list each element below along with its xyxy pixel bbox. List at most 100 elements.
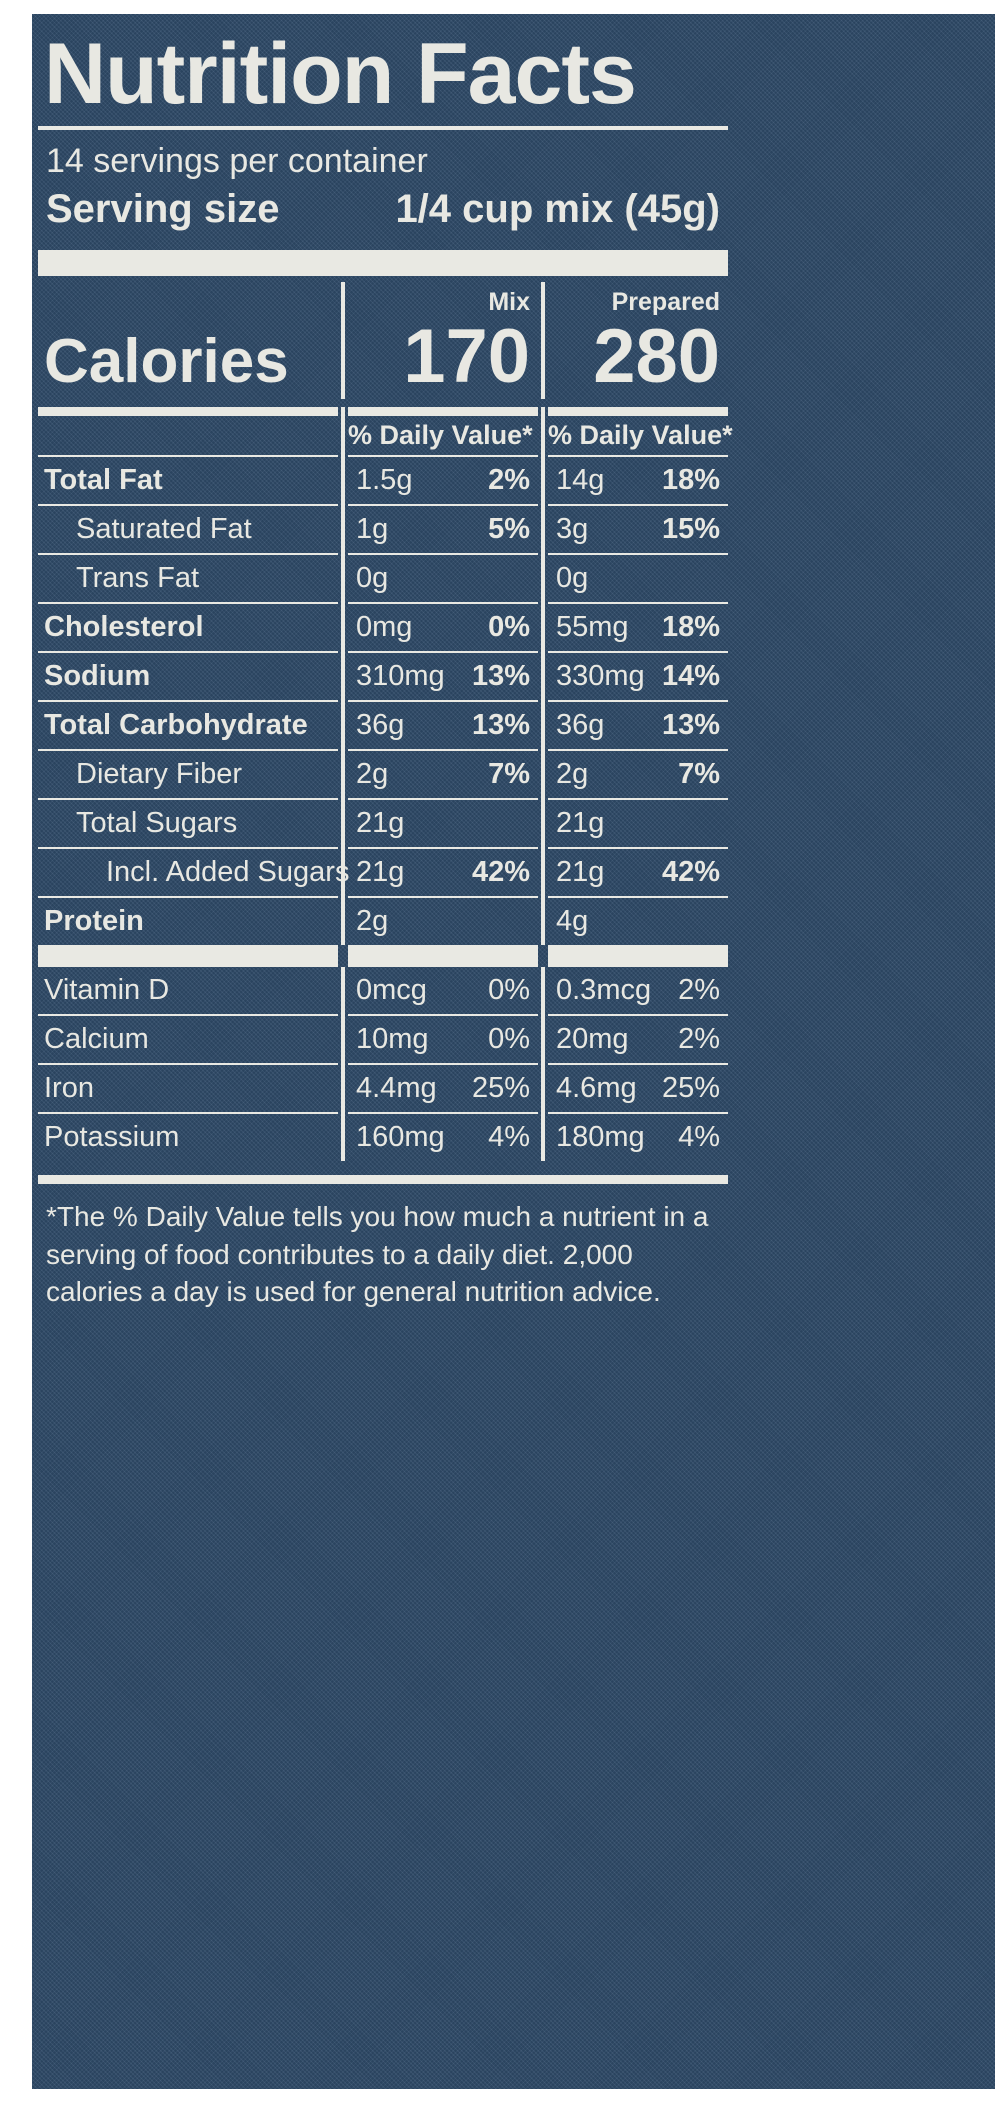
column-divider-1 bbox=[341, 702, 345, 750]
column-divider-1 bbox=[341, 751, 345, 799]
table-row: Sodium 310mg 13% 330mg 14% bbox=[38, 653, 728, 701]
row-separator bbox=[38, 1063, 728, 1066]
nutrient-prepared-dv: 42% bbox=[661, 856, 720, 889]
nutrient-mix-dv: 25% bbox=[471, 1072, 530, 1105]
servings-per-container: 14 servings per container bbox=[46, 142, 428, 181]
row-separator bbox=[38, 602, 728, 605]
column-divider-1 bbox=[341, 898, 345, 946]
row-separator-right bbox=[548, 602, 728, 605]
row-separator-left bbox=[38, 847, 338, 850]
nutrient-prepared-amount: 0g bbox=[556, 562, 589, 595]
nutrient-prepared-cell: 0.3mcg 2% bbox=[548, 967, 728, 1014]
column-divider-2 bbox=[541, 1016, 545, 1064]
row-separator-mid bbox=[348, 1063, 538, 1066]
nutrient-prepared-amount: 2g bbox=[556, 758, 589, 791]
column-divider-1 bbox=[341, 653, 345, 701]
nutrient-mix-amount: 21g bbox=[356, 807, 405, 840]
row-separator-mid bbox=[348, 553, 538, 556]
calories-section: Mix Prepared Calories 170 280 bbox=[38, 282, 728, 400]
column-header-prepared: Prepared bbox=[611, 288, 720, 317]
column-divider-2 bbox=[541, 455, 545, 458]
footnote-divider bbox=[38, 1175, 728, 1185]
nutrient-prepared-amount: 0.3mcg bbox=[556, 974, 652, 1007]
column-divider-2 bbox=[541, 847, 545, 850]
nutrient-name: Dietary Fiber bbox=[76, 758, 242, 791]
row-separator-right bbox=[548, 798, 728, 801]
row-separator-mid bbox=[348, 847, 538, 850]
column-divider-1 bbox=[341, 700, 345, 703]
column-divider-1 bbox=[341, 1016, 345, 1064]
row-separator-mid bbox=[348, 749, 538, 752]
column-divider-2d bbox=[541, 416, 545, 456]
nutrient-mix-amount: 4.4mg bbox=[356, 1072, 437, 1105]
column-divider-1 bbox=[341, 457, 345, 505]
row-separator bbox=[38, 847, 728, 850]
nutrient-mix-cell: 1g 5% bbox=[348, 506, 538, 553]
column-divider-1 bbox=[341, 504, 345, 507]
row-separator bbox=[38, 651, 728, 654]
column-divider-2 bbox=[541, 749, 545, 752]
section-bar-left bbox=[38, 945, 338, 968]
nutrient-prepared-amount: 36g bbox=[556, 709, 605, 742]
nutrient-prepared-amount: 20mg bbox=[556, 1023, 629, 1056]
column-divider-1 bbox=[341, 651, 345, 654]
column-divider-2 bbox=[541, 751, 545, 799]
row-separator-left bbox=[38, 700, 338, 703]
nutrient-prepared-cell: 21g 42% bbox=[548, 849, 728, 896]
column-divider-2 bbox=[541, 604, 545, 652]
nutrient-prepared-cell: 3g 15% bbox=[548, 506, 728, 553]
column-divider-2 bbox=[541, 653, 545, 701]
row-separator-right bbox=[548, 1112, 728, 1115]
serving-size-row: Serving size 1/4 cup mix (45g) bbox=[46, 187, 720, 232]
row-separator bbox=[38, 700, 728, 703]
column-divider-2 bbox=[541, 651, 545, 654]
row-separator-right bbox=[548, 1014, 728, 1017]
nutrient-prepared-amount: 330mg bbox=[556, 660, 645, 693]
nutrient-mix-cell: 10mg 0% bbox=[348, 1016, 538, 1063]
nutrient-prepared-dv: 25% bbox=[661, 1072, 720, 1105]
column-divider-2 bbox=[541, 702, 545, 750]
nutrient-mix-dv: 4% bbox=[488, 1121, 530, 1154]
row-separator-right bbox=[548, 1063, 728, 1066]
title-divider bbox=[38, 126, 728, 131]
nutrient-mix-amount: 310mg bbox=[356, 660, 445, 693]
row-separator-mid bbox=[348, 700, 538, 703]
nutrient-prepared-amount: 55mg bbox=[556, 611, 629, 644]
nutrient-mix-cell: 21g bbox=[348, 800, 538, 847]
row-separator-mid bbox=[348, 651, 538, 654]
column-divider-2 bbox=[541, 849, 545, 897]
nutrient-name: Vitamin D bbox=[44, 974, 170, 1007]
nutrient-prepared-amount: 180mg bbox=[556, 1121, 645, 1154]
table-row: Dietary Fiber 2g 7% 2g 7% bbox=[38, 751, 728, 799]
nutrient-name: Saturated Fat bbox=[76, 513, 252, 546]
nutrient-name: Iron bbox=[44, 1072, 94, 1105]
column-divider-1d bbox=[341, 416, 345, 456]
column-divider-1 bbox=[341, 967, 345, 1015]
page-margin-right bbox=[995, 0, 1000, 2103]
row-separator-right bbox=[548, 651, 728, 654]
column-divider-1 bbox=[341, 553, 345, 556]
column-divider-2 bbox=[541, 553, 545, 556]
table-row: Saturated Fat 1g 5% 3g 15% bbox=[38, 506, 728, 554]
column-divider-1 bbox=[341, 847, 345, 850]
column-divider-2 bbox=[541, 457, 545, 505]
column-divider-1 bbox=[341, 1065, 345, 1113]
nutrient-mix-dv: 13% bbox=[471, 709, 530, 742]
nutrient-mix-cell: 310mg 13% bbox=[348, 653, 538, 700]
calories-divider-mid bbox=[348, 407, 538, 417]
row-separator bbox=[38, 1112, 728, 1115]
nutrient-prepared-cell: 0g bbox=[548, 555, 728, 602]
row-separator-mid bbox=[348, 1014, 538, 1017]
nutrient-prepared-dv: 2% bbox=[678, 1023, 720, 1056]
table-row: Trans Fat 0g 0g bbox=[38, 555, 728, 603]
row-separator-mid bbox=[348, 798, 538, 801]
nutrient-name: Trans Fat bbox=[76, 562, 200, 595]
nutrient-mix-amount: 160mg bbox=[356, 1121, 445, 1154]
nutrient-prepared-dv: 18% bbox=[661, 611, 720, 644]
daily-value-header-mix: % Daily Value* bbox=[348, 420, 533, 451]
table-row: Vitamin D 0mcg 0% 0.3mcg 2% bbox=[38, 967, 728, 1015]
section-divider-thick bbox=[38, 250, 728, 277]
row-separator-left bbox=[38, 1014, 338, 1017]
row-separator-left bbox=[38, 1063, 338, 1066]
nutrient-mix-cell: 21g 42% bbox=[348, 849, 538, 896]
